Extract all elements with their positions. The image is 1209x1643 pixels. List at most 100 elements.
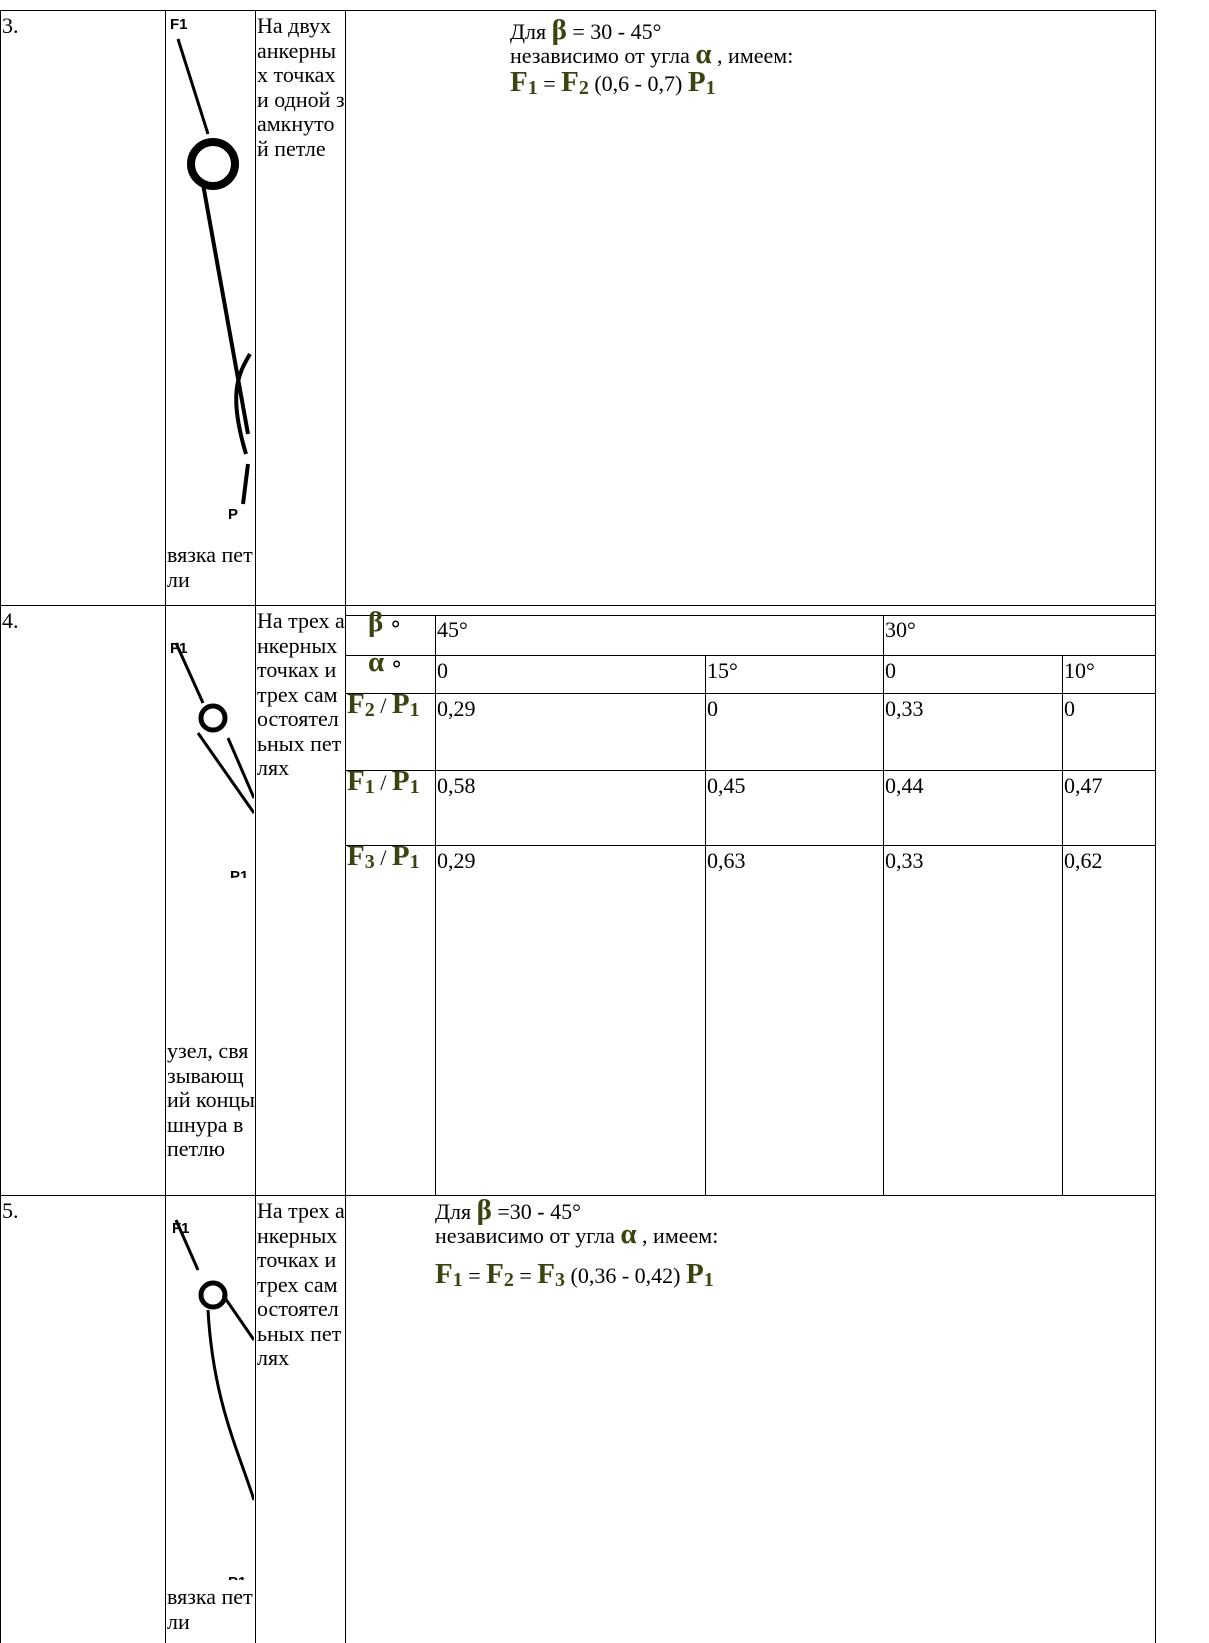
symbol-letter: F: [347, 688, 365, 720]
symbol-index: 3: [555, 1269, 565, 1291]
text: =: [462, 1263, 487, 1288]
symbol-index: 1: [409, 699, 420, 721]
symbol-letter: F: [435, 1258, 453, 1290]
figure-label: F1: [170, 640, 188, 657]
figure: F1 P1: [172, 1219, 254, 1580]
cell-value: 0: [1064, 696, 1075, 721]
symbol-letter: F: [510, 66, 528, 98]
note-line: Для β =30 - 45°: [435, 1196, 581, 1225]
symbol: P1: [392, 765, 420, 799]
note-line: независимо от угла α , имеем:: [510, 40, 794, 69]
beta-value: 30°: [885, 617, 916, 642]
figure-label: F1: [170, 16, 188, 33]
symbol-index: 1: [452, 1269, 463, 1291]
cell-value: 0,58: [437, 773, 476, 798]
symbol: P1: [687, 66, 716, 100]
symbol: β: [477, 1194, 492, 1226]
alpha-value: 0: [437, 658, 448, 683]
beta-value: 45°: [437, 617, 468, 642]
cell-value: 0,33: [885, 696, 924, 721]
symbol-letter: α: [620, 1218, 637, 1250]
cell-value: 0,33: [885, 848, 924, 873]
description: На трех анкерных точках и трех самостоят…: [257, 608, 345, 780]
symbol-index: 3: [364, 851, 375, 873]
description: На трех анкерных точках и трех самостоят…: [257, 1198, 345, 1370]
text: Для: [435, 1199, 477, 1224]
text: (0,36 - 0,42): [565, 1263, 686, 1288]
symbol-index: 2: [364, 699, 375, 721]
symbol-index: 1: [705, 77, 716, 99]
cell-value: 0,62: [1064, 848, 1103, 873]
row-number: 4.: [2, 608, 19, 633]
row-number: 3.: [2, 13, 19, 38]
symbol: β: [368, 606, 383, 638]
symbol: F3: [537, 1258, 565, 1292]
symbol-index: 1: [409, 776, 420, 798]
row-number: 5.: [2, 1198, 19, 1223]
beta-label: β ∘: [368, 608, 403, 637]
description: На двух анкерных точках и одной замкнуто…: [257, 13, 345, 161]
caption: узел, связывающий концы шнура в петлю: [167, 1038, 255, 1161]
symbol-letter: F: [486, 1258, 504, 1290]
symbol: F2: [561, 66, 589, 100]
figure-label: P1: [228, 1574, 246, 1580]
text: ∘: [383, 611, 403, 636]
alpha-value: 10°: [1064, 658, 1095, 683]
text: = 30 - 45°: [566, 19, 662, 44]
symbol-letter: β: [476, 1194, 492, 1226]
figure-label: P: [228, 506, 238, 523]
caption: вязка петли: [167, 542, 253, 592]
symbol: α: [695, 38, 711, 70]
row-label: F3 / P1: [347, 840, 433, 875]
symbol-letter: F: [347, 765, 365, 797]
text: =30 - 45°: [491, 1199, 581, 1224]
alpha-label: α ∘: [368, 648, 404, 677]
symbol-letter: α: [695, 38, 712, 70]
symbol: β: [552, 14, 567, 46]
text: =: [513, 1263, 538, 1288]
symbol: F3: [347, 840, 375, 874]
symbol-letter: P: [685, 1258, 704, 1290]
text: /: [374, 845, 392, 870]
cell-value: 0,45: [707, 773, 746, 798]
text: /: [374, 693, 392, 718]
figure: F1 P1: [170, 640, 254, 878]
cell-value: 0,29: [437, 848, 476, 873]
note-line: F1 = F2 (0,6 - 0,7) P1: [510, 68, 716, 101]
note-line: независимо от угла α , имеем:: [435, 1220, 718, 1249]
symbol-index: 1: [703, 1269, 714, 1291]
text: /: [374, 770, 392, 795]
caption: вязка петли: [167, 1584, 253, 1634]
note-line: Для β = 30 - 45°: [510, 16, 662, 45]
text: ∘: [384, 651, 404, 676]
figure-label: P1: [230, 868, 248, 878]
text: , имеем:: [711, 43, 794, 68]
symbol: α: [620, 1218, 636, 1250]
symbol: P1: [391, 688, 420, 722]
cell-value: 0,44: [885, 773, 924, 798]
symbol-letter: F: [561, 66, 579, 98]
symbol-letter: F: [347, 840, 365, 872]
text: независимо от угла: [435, 1223, 621, 1248]
symbol-index: 1: [409, 851, 420, 873]
symbol-index: 1: [364, 776, 375, 798]
cell-value: 0: [707, 696, 718, 721]
cell-value: 0,29: [437, 696, 476, 721]
symbol-letter: P: [391, 840, 410, 872]
row-label: F1 / P1: [347, 765, 433, 800]
text: (0,6 - 0,7): [588, 71, 688, 96]
symbol-letter: α: [368, 646, 385, 678]
symbol-index: 2: [578, 77, 589, 99]
symbol: F1: [435, 1258, 463, 1292]
symbol-letter: P: [687, 66, 706, 98]
figure-label: F1: [172, 1220, 190, 1237]
symbol: F1: [347, 765, 375, 799]
symbol-letter: P: [391, 688, 410, 720]
cell-value: 0,47: [1064, 773, 1103, 798]
symbol-letter: β: [368, 606, 384, 638]
symbol: P1: [391, 840, 420, 874]
alpha-value: 15°: [707, 658, 738, 683]
symbol-index: 2: [503, 1269, 514, 1291]
symbol-letter: β: [551, 14, 567, 46]
row-label: F2 / P1: [347, 688, 433, 723]
